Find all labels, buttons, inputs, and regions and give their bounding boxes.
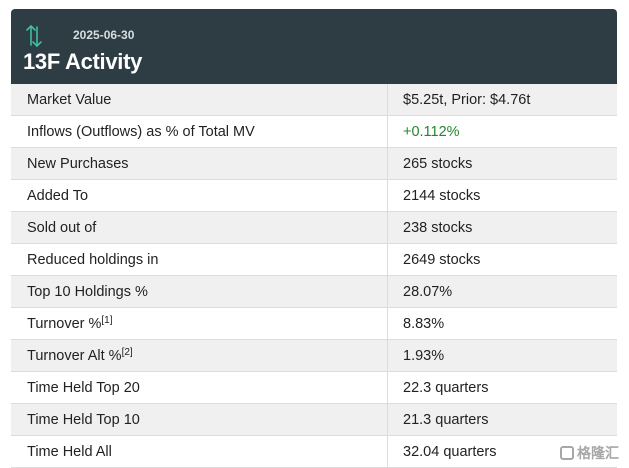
table-row: Inflows (Outflows) as % of Total MV +0.1… (11, 116, 617, 148)
row-value: 21.3 quarters (388, 404, 618, 436)
up-down-arrows-icon (25, 23, 43, 49)
row-label: Inflows (Outflows) as % of Total MV (11, 116, 388, 148)
card-header: 2025-06-30 13F Activity (11, 9, 617, 84)
row-label: Time Held Top 10 (11, 404, 388, 436)
table-row: Turnover %[1] 8.83% (11, 308, 617, 340)
row-value: 265 stocks (388, 148, 618, 180)
13f-activity-card: 2025-06-30 13F Activity Market Value $5.… (11, 9, 617, 467)
table-row: New Purchases 265 stocks (11, 148, 617, 180)
row-label: Turnover % (27, 316, 101, 332)
table-row: Time Held Top 20 22.3 quarters (11, 372, 617, 404)
card-title: 13F Activity (23, 49, 142, 75)
report-date: 2025-06-30 (73, 28, 134, 42)
row-label: Reduced holdings in (11, 244, 388, 276)
table-row: Market Value $5.25t, Prior: $4.76t (11, 84, 617, 116)
row-label: New Purchases (11, 148, 388, 180)
row-value: 1.93% (388, 340, 618, 372)
row-label: Market Value (11, 84, 388, 116)
table-row: Top 10 Holdings % 28.07% (11, 276, 617, 308)
table-row: Added To 2144 stocks (11, 180, 617, 212)
row-label: Sold out of (11, 212, 388, 244)
activity-table: Market Value $5.25t, Prior: $4.76t Inflo… (11, 84, 617, 468)
table-row: Time Held All 32.04 quarters (11, 436, 617, 468)
row-value: 8.83% (388, 308, 618, 340)
row-label: Time Held All (11, 436, 388, 468)
row-value: $5.25t, Prior: $4.76t (388, 84, 618, 116)
footnote-link[interactable]: [2] (122, 347, 133, 358)
row-label-cell: Turnover %[1] (11, 308, 388, 340)
row-label: Top 10 Holdings % (11, 276, 388, 308)
row-label: Time Held Top 20 (11, 372, 388, 404)
row-label: Added To (11, 180, 388, 212)
table-row: Turnover Alt %[2] 1.93% (11, 340, 617, 372)
row-label-cell: Turnover Alt %[2] (11, 340, 388, 372)
table-row: Time Held Top 10 21.3 quarters (11, 404, 617, 436)
row-value: 2144 stocks (388, 180, 618, 212)
table-row: Sold out of 238 stocks (11, 212, 617, 244)
row-value: 2649 stocks (388, 244, 618, 276)
row-value: 22.3 quarters (388, 372, 618, 404)
row-label: Turnover Alt % (27, 348, 122, 364)
row-value: +0.112% (388, 116, 618, 148)
watermark-text: 格隆汇 (577, 443, 619, 463)
table-row: Reduced holdings in 2649 stocks (11, 244, 617, 276)
row-value: 238 stocks (388, 212, 618, 244)
row-value: 28.07% (388, 276, 618, 308)
gelonghui-logo-icon (560, 446, 574, 460)
watermark: 格隆汇 (560, 443, 619, 463)
footnote-link[interactable]: [1] (101, 315, 112, 326)
